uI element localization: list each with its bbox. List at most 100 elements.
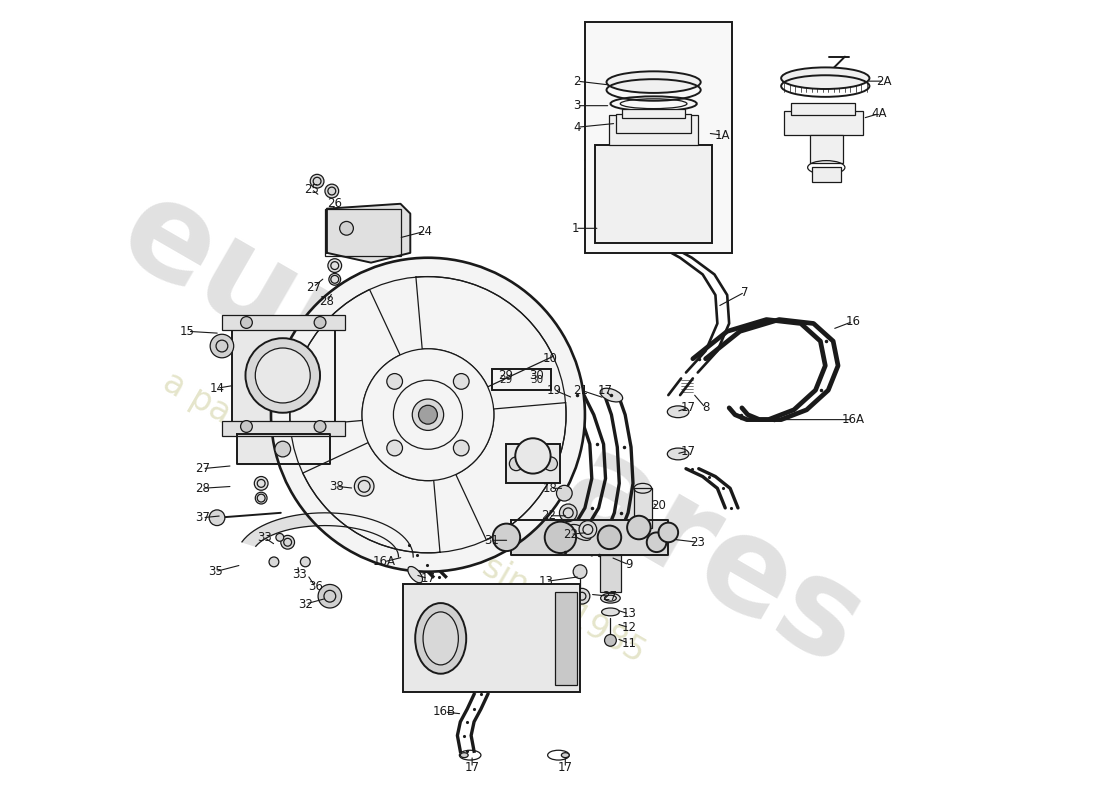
Text: 3: 3 [573, 99, 581, 112]
Text: eurospares: eurospares [99, 166, 884, 693]
Circle shape [280, 535, 295, 549]
Ellipse shape [668, 406, 689, 418]
Polygon shape [232, 317, 334, 434]
Text: 20: 20 [651, 499, 666, 513]
Circle shape [324, 184, 339, 198]
Bar [585, 22, 733, 253]
Bar [784, 110, 862, 135]
Circle shape [241, 317, 252, 328]
Circle shape [560, 504, 578, 522]
Text: 36: 36 [308, 580, 322, 593]
Circle shape [271, 258, 585, 572]
Circle shape [387, 374, 403, 390]
Bar [623, 109, 685, 118]
Bar [810, 135, 843, 162]
Ellipse shape [781, 67, 869, 89]
Text: 21: 21 [573, 384, 588, 397]
Bar [600, 555, 621, 592]
Text: 30: 30 [529, 369, 544, 382]
Text: 37: 37 [195, 511, 210, 524]
Text: 17: 17 [558, 762, 573, 774]
Circle shape [255, 492, 267, 504]
Ellipse shape [601, 388, 623, 402]
Circle shape [493, 524, 520, 551]
Circle shape [318, 585, 342, 608]
Ellipse shape [408, 566, 422, 582]
Circle shape [387, 440, 403, 456]
Circle shape [362, 349, 494, 481]
Text: 27: 27 [195, 462, 210, 475]
Text: 30: 30 [530, 375, 543, 386]
Circle shape [627, 516, 651, 539]
Circle shape [255, 348, 310, 403]
Text: 14: 14 [209, 382, 224, 394]
Circle shape [647, 533, 667, 552]
Text: 27: 27 [306, 281, 321, 294]
Circle shape [574, 588, 590, 604]
Bar [609, 115, 697, 145]
Circle shape [210, 334, 233, 358]
Text: a passion for porsche since 1985: a passion for porsche since 1985 [156, 366, 650, 670]
Circle shape [453, 374, 469, 390]
Circle shape [543, 457, 558, 470]
Ellipse shape [668, 448, 689, 460]
Circle shape [453, 440, 469, 456]
Circle shape [509, 457, 524, 470]
Text: 4A: 4A [871, 107, 887, 120]
Circle shape [605, 634, 616, 646]
Bar [324, 209, 402, 256]
Text: 9: 9 [625, 558, 632, 571]
Polygon shape [290, 290, 400, 426]
Polygon shape [327, 204, 410, 262]
Ellipse shape [415, 603, 466, 674]
Circle shape [241, 421, 252, 432]
Text: 35: 35 [208, 565, 222, 578]
Text: 29: 29 [498, 369, 513, 382]
Circle shape [209, 510, 224, 526]
Text: 28: 28 [319, 295, 334, 308]
Bar [492, 369, 551, 390]
Bar [595, 145, 713, 243]
Text: 1A: 1A [715, 129, 730, 142]
Text: 16A: 16A [842, 413, 865, 426]
Text: 31: 31 [484, 534, 499, 546]
Text: 18: 18 [543, 482, 558, 494]
Circle shape [354, 477, 374, 496]
Circle shape [254, 477, 268, 490]
Circle shape [515, 438, 551, 474]
Circle shape [315, 317, 326, 328]
Ellipse shape [561, 753, 569, 758]
Text: 19: 19 [547, 384, 562, 397]
Text: 2A: 2A [877, 74, 892, 88]
Polygon shape [236, 434, 330, 464]
Circle shape [597, 526, 622, 549]
Circle shape [412, 399, 443, 430]
Circle shape [579, 521, 596, 538]
Circle shape [315, 421, 326, 432]
Text: 33: 33 [256, 531, 272, 544]
Text: 25: 25 [304, 182, 319, 195]
Text: 38: 38 [329, 480, 344, 493]
Circle shape [340, 222, 353, 235]
Bar [812, 167, 842, 182]
Text: 27: 27 [602, 590, 617, 602]
Text: 17: 17 [598, 384, 613, 397]
Bar [634, 488, 651, 527]
Bar [556, 592, 578, 685]
Ellipse shape [460, 753, 469, 758]
Text: 4: 4 [573, 121, 581, 134]
Text: 10: 10 [543, 352, 558, 366]
Text: 22: 22 [563, 528, 578, 541]
Circle shape [394, 380, 462, 450]
Text: 23: 23 [691, 536, 705, 549]
Polygon shape [512, 520, 669, 555]
Text: 7: 7 [741, 286, 749, 298]
Text: 22: 22 [541, 510, 557, 522]
Text: 29: 29 [498, 375, 513, 386]
Circle shape [544, 522, 576, 553]
Text: 16A: 16A [372, 555, 395, 568]
Bar [506, 444, 560, 483]
Text: 13: 13 [538, 575, 553, 588]
Text: 17: 17 [681, 402, 695, 414]
Circle shape [310, 174, 324, 188]
